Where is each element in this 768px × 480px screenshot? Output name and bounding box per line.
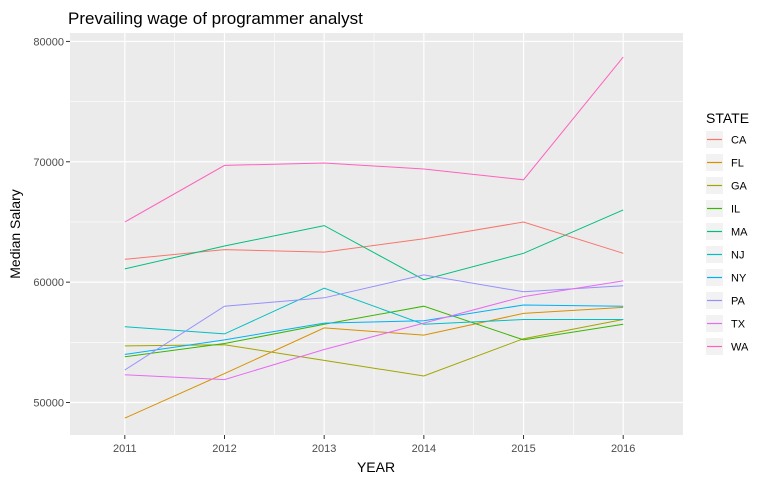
- x-tick-label: 2013: [312, 443, 336, 455]
- series-line-tx: [124, 280, 624, 381]
- chart-title: Prevailing wage of programmer analyst: [68, 9, 363, 28]
- x-axis-title: YEAR: [357, 459, 395, 475]
- x-tick-label: 2012: [212, 443, 236, 455]
- series-line-fl: [124, 306, 624, 419]
- legend-label: GA: [731, 181, 748, 193]
- y-axis: 50000 60000 70000 80000: [33, 36, 70, 410]
- legend-title: STATE: [706, 110, 749, 126]
- series-lines: [124, 56, 624, 419]
- legend-item-pa: PA: [706, 292, 746, 309]
- legend-item-wa: WA: [706, 338, 749, 355]
- series-line-il: [124, 305, 624, 358]
- legend-label: NJ: [731, 250, 744, 262]
- legend-label: NY: [731, 273, 747, 285]
- y-tick-label: 60000: [33, 277, 64, 289]
- x-tick-label: 2014: [412, 443, 436, 455]
- legend-label: TX: [731, 319, 746, 331]
- series-line-ga: [124, 319, 624, 377]
- legend-label: CA: [731, 135, 747, 147]
- legend-item-fl: FL: [706, 154, 744, 171]
- legend-item-ca: CA: [706, 131, 747, 148]
- legend-item-ma: MA: [706, 223, 748, 240]
- series-line-pa: [124, 274, 624, 371]
- y-tick-label: 50000: [33, 398, 64, 410]
- series-line-ny: [124, 304, 624, 355]
- legend-label: MA: [731, 227, 748, 239]
- legend-label: IL: [731, 204, 740, 216]
- legend-label: PA: [731, 296, 746, 308]
- y-axis-title: Median Salary: [7, 189, 23, 279]
- x-tick-label: 2011: [113, 443, 137, 455]
- series-line-ca: [124, 221, 624, 260]
- y-tick-label: 70000: [33, 157, 64, 169]
- plot-panel: [70, 33, 683, 435]
- legend: STATE CA FL GA IL MA NJ NY PA TX WA: [706, 110, 749, 355]
- legend-item-tx: TX: [706, 315, 746, 332]
- series-line-wa: [124, 56, 624, 223]
- legend-label: FL: [731, 158, 744, 170]
- x-axis: 2011 2012 2013 2014 2015 2016: [113, 435, 635, 455]
- legend-label: WA: [731, 342, 749, 354]
- y-tick-label: 80000: [33, 36, 64, 48]
- x-tick-label: 2016: [611, 443, 635, 455]
- x-tick-label: 2015: [511, 443, 535, 455]
- series-line-nj: [124, 287, 624, 335]
- grid-lines: [70, 33, 683, 435]
- legend-item-ga: GA: [706, 177, 748, 194]
- legend-item-il: IL: [706, 200, 740, 217]
- legend-item-nj: NJ: [706, 246, 744, 263]
- series-line-ma: [124, 209, 624, 281]
- legend-item-ny: NY: [706, 269, 747, 286]
